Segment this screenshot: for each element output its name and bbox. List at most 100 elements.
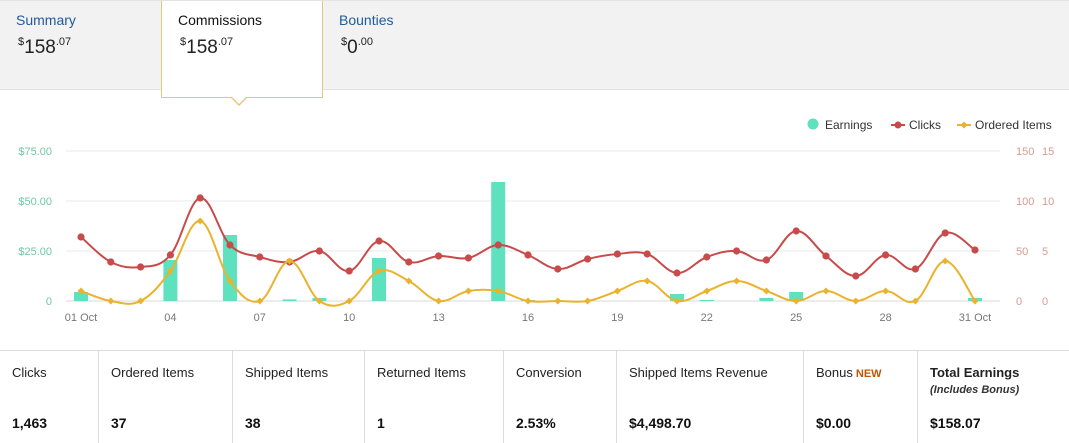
ordered-items-point xyxy=(166,267,174,275)
x-tick-label: 07 xyxy=(254,312,266,324)
clicks-line xyxy=(80,197,976,278)
ordered-items-point xyxy=(941,257,949,265)
ordered-items-point xyxy=(822,287,830,295)
ordered-items-point xyxy=(256,297,264,305)
stat-total-earnings-label: Total Earnings xyxy=(930,365,1020,380)
x-tick-label: 25 xyxy=(790,312,802,324)
ordered-items-point xyxy=(77,287,85,295)
amount-cents: .07 xyxy=(217,36,234,48)
stat-bonus-label: Bonus xyxy=(816,365,853,380)
ordered-items-point xyxy=(643,277,651,285)
x-tick-label: 31 Oct xyxy=(959,312,991,324)
legend-ordered-label: Ordered Items xyxy=(975,118,1052,132)
ordered-items-point xyxy=(971,297,979,305)
stat-returned-items-value: 1 xyxy=(377,415,385,431)
ordered-items-point xyxy=(107,297,115,305)
x-tick-label: 01 Oct xyxy=(65,312,97,324)
ordered-items-point xyxy=(405,277,413,285)
amount-whole: 158 xyxy=(186,37,218,58)
x-tick-label: 28 xyxy=(879,312,891,324)
y-tick-label-clicks: 150 xyxy=(1016,146,1034,158)
active-tab-pointer xyxy=(230,96,248,106)
legend-ordered-marker xyxy=(960,121,968,129)
clicks-point xyxy=(464,254,472,262)
stat-shipped-revenue-label: Shipped Items Revenue xyxy=(629,365,768,380)
clicks-point xyxy=(613,250,622,258)
ordered-items-point xyxy=(703,287,711,295)
y-tick-label-left: 0 xyxy=(46,296,52,308)
earnings-bar xyxy=(759,298,774,301)
earnings-bar xyxy=(789,292,804,301)
legend-clicks-label: Clicks xyxy=(909,118,941,132)
tab-commissions[interactable]: Commissions $158.07 xyxy=(161,1,323,106)
stat-conversion: Conversion 2.53% xyxy=(504,351,617,443)
clicks-point xyxy=(792,227,800,235)
y-tick-label-left: $75.00 xyxy=(18,146,52,158)
clicks-point xyxy=(882,251,890,259)
earnings-chart-area: $75.00 150 15 $50.00 100 10 $25.00 50 5 0 0 0 01 Oct… xyxy=(0,90,1069,350)
clicks-point xyxy=(494,241,502,249)
ordered-items-point xyxy=(852,297,860,305)
ordered-items-point xyxy=(375,267,383,275)
stat-clicks: Clicks 1,463 xyxy=(0,351,99,443)
earnings-bar xyxy=(372,258,386,301)
clicks-point xyxy=(852,272,860,280)
y-tick-label-ordered: 5 xyxy=(1042,246,1048,258)
ordered-items-point xyxy=(613,287,621,295)
clicks-point xyxy=(941,229,949,237)
tab-commissions-amount: $158.07 xyxy=(180,36,234,59)
clicks-point xyxy=(703,253,711,261)
y-tick-label-left: $50.00 xyxy=(18,196,52,208)
clicks-point xyxy=(166,251,174,259)
stat-total-earnings-sublabel: (Includes Bonus) xyxy=(930,384,1020,396)
clicks-point xyxy=(822,252,830,260)
stat-conversion-value: 2.53% xyxy=(516,415,556,431)
earnings-bar xyxy=(74,292,88,301)
x-tick-label: 22 xyxy=(701,312,713,324)
ordered-items-point xyxy=(226,277,234,285)
y-tick-label-ordered: 15 xyxy=(1042,146,1054,158)
tab-bounties[interactable]: Bounties $0.00 xyxy=(323,1,485,91)
x-tick-label: 19 xyxy=(611,312,623,324)
earnings-bar xyxy=(282,299,297,301)
stat-conversion-label: Conversion xyxy=(516,365,582,380)
stat-returned-items-label: Returned Items xyxy=(377,365,466,380)
ordered-items-point xyxy=(882,287,890,295)
ordered-items-point xyxy=(762,287,770,295)
clicks-point xyxy=(107,258,115,266)
clicks-point xyxy=(733,247,741,255)
ordered-items-point xyxy=(584,297,592,305)
tab-summary[interactable]: Summary $158.07 xyxy=(0,1,162,91)
amount-whole: 158 xyxy=(24,37,56,58)
legend-clicks-marker xyxy=(894,121,902,129)
ordered-items-point xyxy=(196,217,204,225)
stat-bonus-label-row: Bonus NEW xyxy=(816,365,882,380)
clicks-point xyxy=(673,269,681,277)
ordered-items-point xyxy=(464,287,472,295)
stat-shipped-items: Shipped Items 38 xyxy=(233,351,365,443)
amount-cents: .00 xyxy=(357,36,373,48)
stat-shipped-revenue: Shipped Items Revenue $4,498.70 xyxy=(617,351,804,443)
ordered-items-point xyxy=(435,297,443,305)
y-tick-label-clicks: 100 xyxy=(1016,196,1034,208)
earnings-bar xyxy=(699,300,714,301)
stat-ordered-items-value: 37 xyxy=(111,415,127,431)
clicks-point xyxy=(762,256,771,264)
ordered-items-line xyxy=(80,220,976,307)
y-tick-label-ordered: 0 xyxy=(1042,296,1048,308)
ordered-items-point xyxy=(792,297,800,305)
y-tick-label-ordered: 10 xyxy=(1042,196,1054,208)
x-tick-label: 04 xyxy=(164,312,176,324)
clicks-point xyxy=(77,233,85,241)
earnings-bar xyxy=(163,260,178,301)
ordered-items-point xyxy=(554,297,562,305)
clicks-point xyxy=(643,250,651,258)
tab-summary-amount: $158.07 xyxy=(18,36,72,59)
clicks-point xyxy=(971,246,979,254)
ordered-items-point xyxy=(286,257,294,265)
amount-cents: .07 xyxy=(55,36,72,48)
legend-earnings-marker xyxy=(807,118,819,130)
ordered-items-point xyxy=(315,297,323,305)
tab-bounties-label: Bounties xyxy=(339,12,394,28)
stat-shipped-items-label: Shipped Items xyxy=(245,365,329,380)
